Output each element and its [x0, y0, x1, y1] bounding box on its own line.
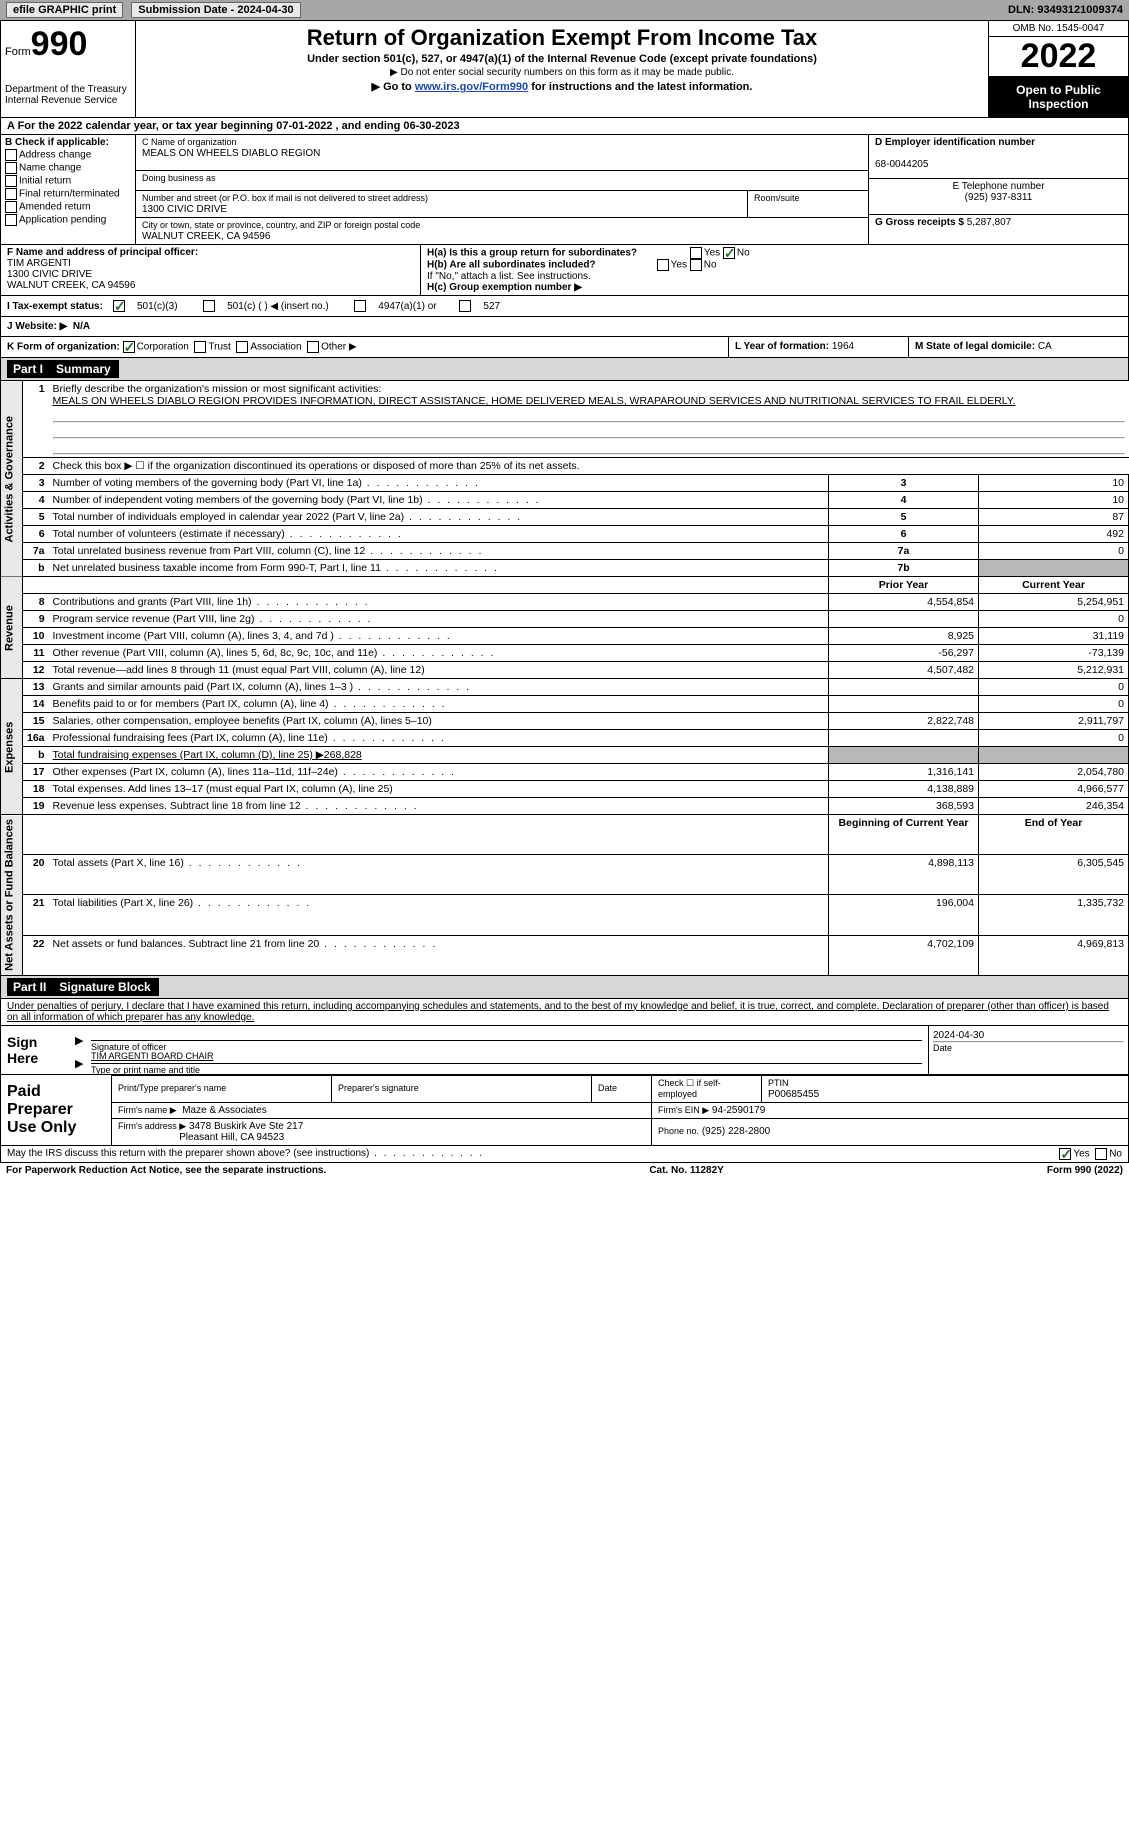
summary-table: Activities & Governance 1 Briefly descri… [0, 381, 1129, 976]
amended-return-checkbox[interactable] [5, 201, 17, 213]
501c3-checkbox[interactable] [113, 300, 125, 312]
form-subtitle: Under section 501(c), 527, or 4947(a)(1)… [140, 53, 984, 65]
hb-yes-checkbox[interactable] [657, 259, 669, 271]
assoc-checkbox[interactable] [236, 341, 248, 353]
omb-number: OMB No. 1545-0047 [989, 21, 1128, 37]
signature-block: Under penalties of perjury, I declare th… [0, 999, 1129, 1146]
trust-checkbox[interactable] [194, 341, 206, 353]
side-netassets: Net Assets or Fund Balances [1, 815, 23, 976]
tax-year: 2022 [989, 37, 1128, 77]
part1-header: Part ISummary [0, 358, 1129, 381]
form-title: Return of Organization Exempt From Incom… [140, 25, 984, 51]
dln-label: DLN: 93493121009374 [1008, 4, 1123, 16]
501c-checkbox[interactable] [203, 300, 215, 312]
form-number: Form990 [5, 25, 131, 64]
irs-link[interactable]: www.irs.gov/Form990 [415, 81, 528, 93]
telephone-value: (925) 937-8311 [965, 192, 1033, 203]
side-expenses: Expenses [1, 679, 23, 815]
final-return-checkbox[interactable] [5, 188, 17, 200]
open-to-public: Open to PublicInspection [989, 77, 1128, 117]
officer-group-row: F Name and address of principal officer:… [0, 245, 1129, 296]
mission-text: MEALS ON WHEELS DIABLO REGION PROVIDES I… [53, 395, 1016, 407]
side-governance: Activities & Governance [1, 381, 23, 577]
sign-here-label: Sign Here [1, 1026, 71, 1074]
irs-discuss-row: May the IRS discuss this return with the… [0, 1146, 1129, 1163]
initial-return-checkbox[interactable] [5, 175, 17, 187]
section-j: J Website: ▶ N/A [0, 317, 1129, 337]
efile-print-button[interactable]: efile GRAPHIC print [6, 2, 123, 18]
paid-preparer-block: Paid Preparer Use Only Print/Type prepar… [1, 1074, 1128, 1145]
section-b: B Check if applicable: Address change Na… [1, 135, 136, 244]
page-footer: For Paperwork Reduction Act Notice, see … [0, 1163, 1129, 1178]
org-name: MEALS ON WHEELS DIABLO REGION [142, 148, 320, 159]
street-address: 1300 CIVIC DRIVE [142, 204, 227, 215]
officer-signature-line[interactable]: Signature of officer [91, 1040, 922, 1041]
goto-note: ▶ Go to www.irs.gov/Form990 for instruct… [140, 80, 984, 93]
hb-no-checkbox[interactable] [690, 259, 702, 271]
section-h: H(a) Is this a group return for subordin… [421, 245, 1128, 295]
section-d: D Employer identification number68-00442… [869, 135, 1128, 179]
ssn-note: ▶ Do not enter social security numbers o… [140, 67, 984, 78]
corp-checkbox[interactable] [123, 341, 135, 353]
section-f: F Name and address of principal officer:… [1, 245, 421, 295]
side-revenue: Revenue [1, 577, 23, 679]
section-g: G Gross receipts $ 5,287,807 [869, 215, 1128, 235]
discuss-yes-checkbox[interactable] [1059, 1148, 1071, 1160]
section-c: C Name of organizationMEALS ON WHEELS DI… [136, 135, 868, 244]
section-i: I Tax-exempt status: 501(c)(3) 501(c) ( … [0, 296, 1129, 317]
gross-receipts-value: 5,287,807 [967, 217, 1012, 228]
name-change-checkbox[interactable] [5, 162, 17, 174]
part2-header: Part IISignature Block [0, 976, 1129, 999]
sig-date: 2024-04-30 [933, 1030, 984, 1041]
4947-checkbox[interactable] [354, 300, 366, 312]
treasury-dept: Department of the TreasuryInternal Reven… [5, 84, 131, 106]
ha-yes-checkbox[interactable] [690, 247, 702, 259]
ha-no-checkbox[interactable] [723, 247, 735, 259]
org-info-block: B Check if applicable: Address change Na… [0, 135, 1129, 245]
klm-row: K Form of organization: Corporation Trus… [0, 337, 1129, 358]
top-bar: efile GRAPHIC print Submission Date - 20… [0, 0, 1129, 21]
discuss-no-checkbox[interactable] [1095, 1148, 1107, 1160]
city-state-zip: WALNUT CREEK, CA 94596 [142, 231, 270, 242]
calendar-year-row: A For the 2022 calendar year, or tax yea… [0, 118, 1129, 135]
ein-value: 68-0044205 [875, 159, 928, 170]
527-checkbox[interactable] [459, 300, 471, 312]
other-checkbox[interactable] [307, 341, 319, 353]
section-e: E Telephone number(925) 937-8311 [869, 179, 1128, 215]
submission-date-button[interactable]: Submission Date - 2024-04-30 [131, 2, 300, 18]
application-pending-checkbox[interactable] [5, 214, 17, 226]
officer-name-line[interactable]: TIM ARGENTI BOARD CHAIR Type or print na… [91, 1063, 922, 1064]
form-header: Form990 Department of the TreasuryIntern… [0, 21, 1129, 118]
address-change-checkbox[interactable] [5, 149, 17, 161]
